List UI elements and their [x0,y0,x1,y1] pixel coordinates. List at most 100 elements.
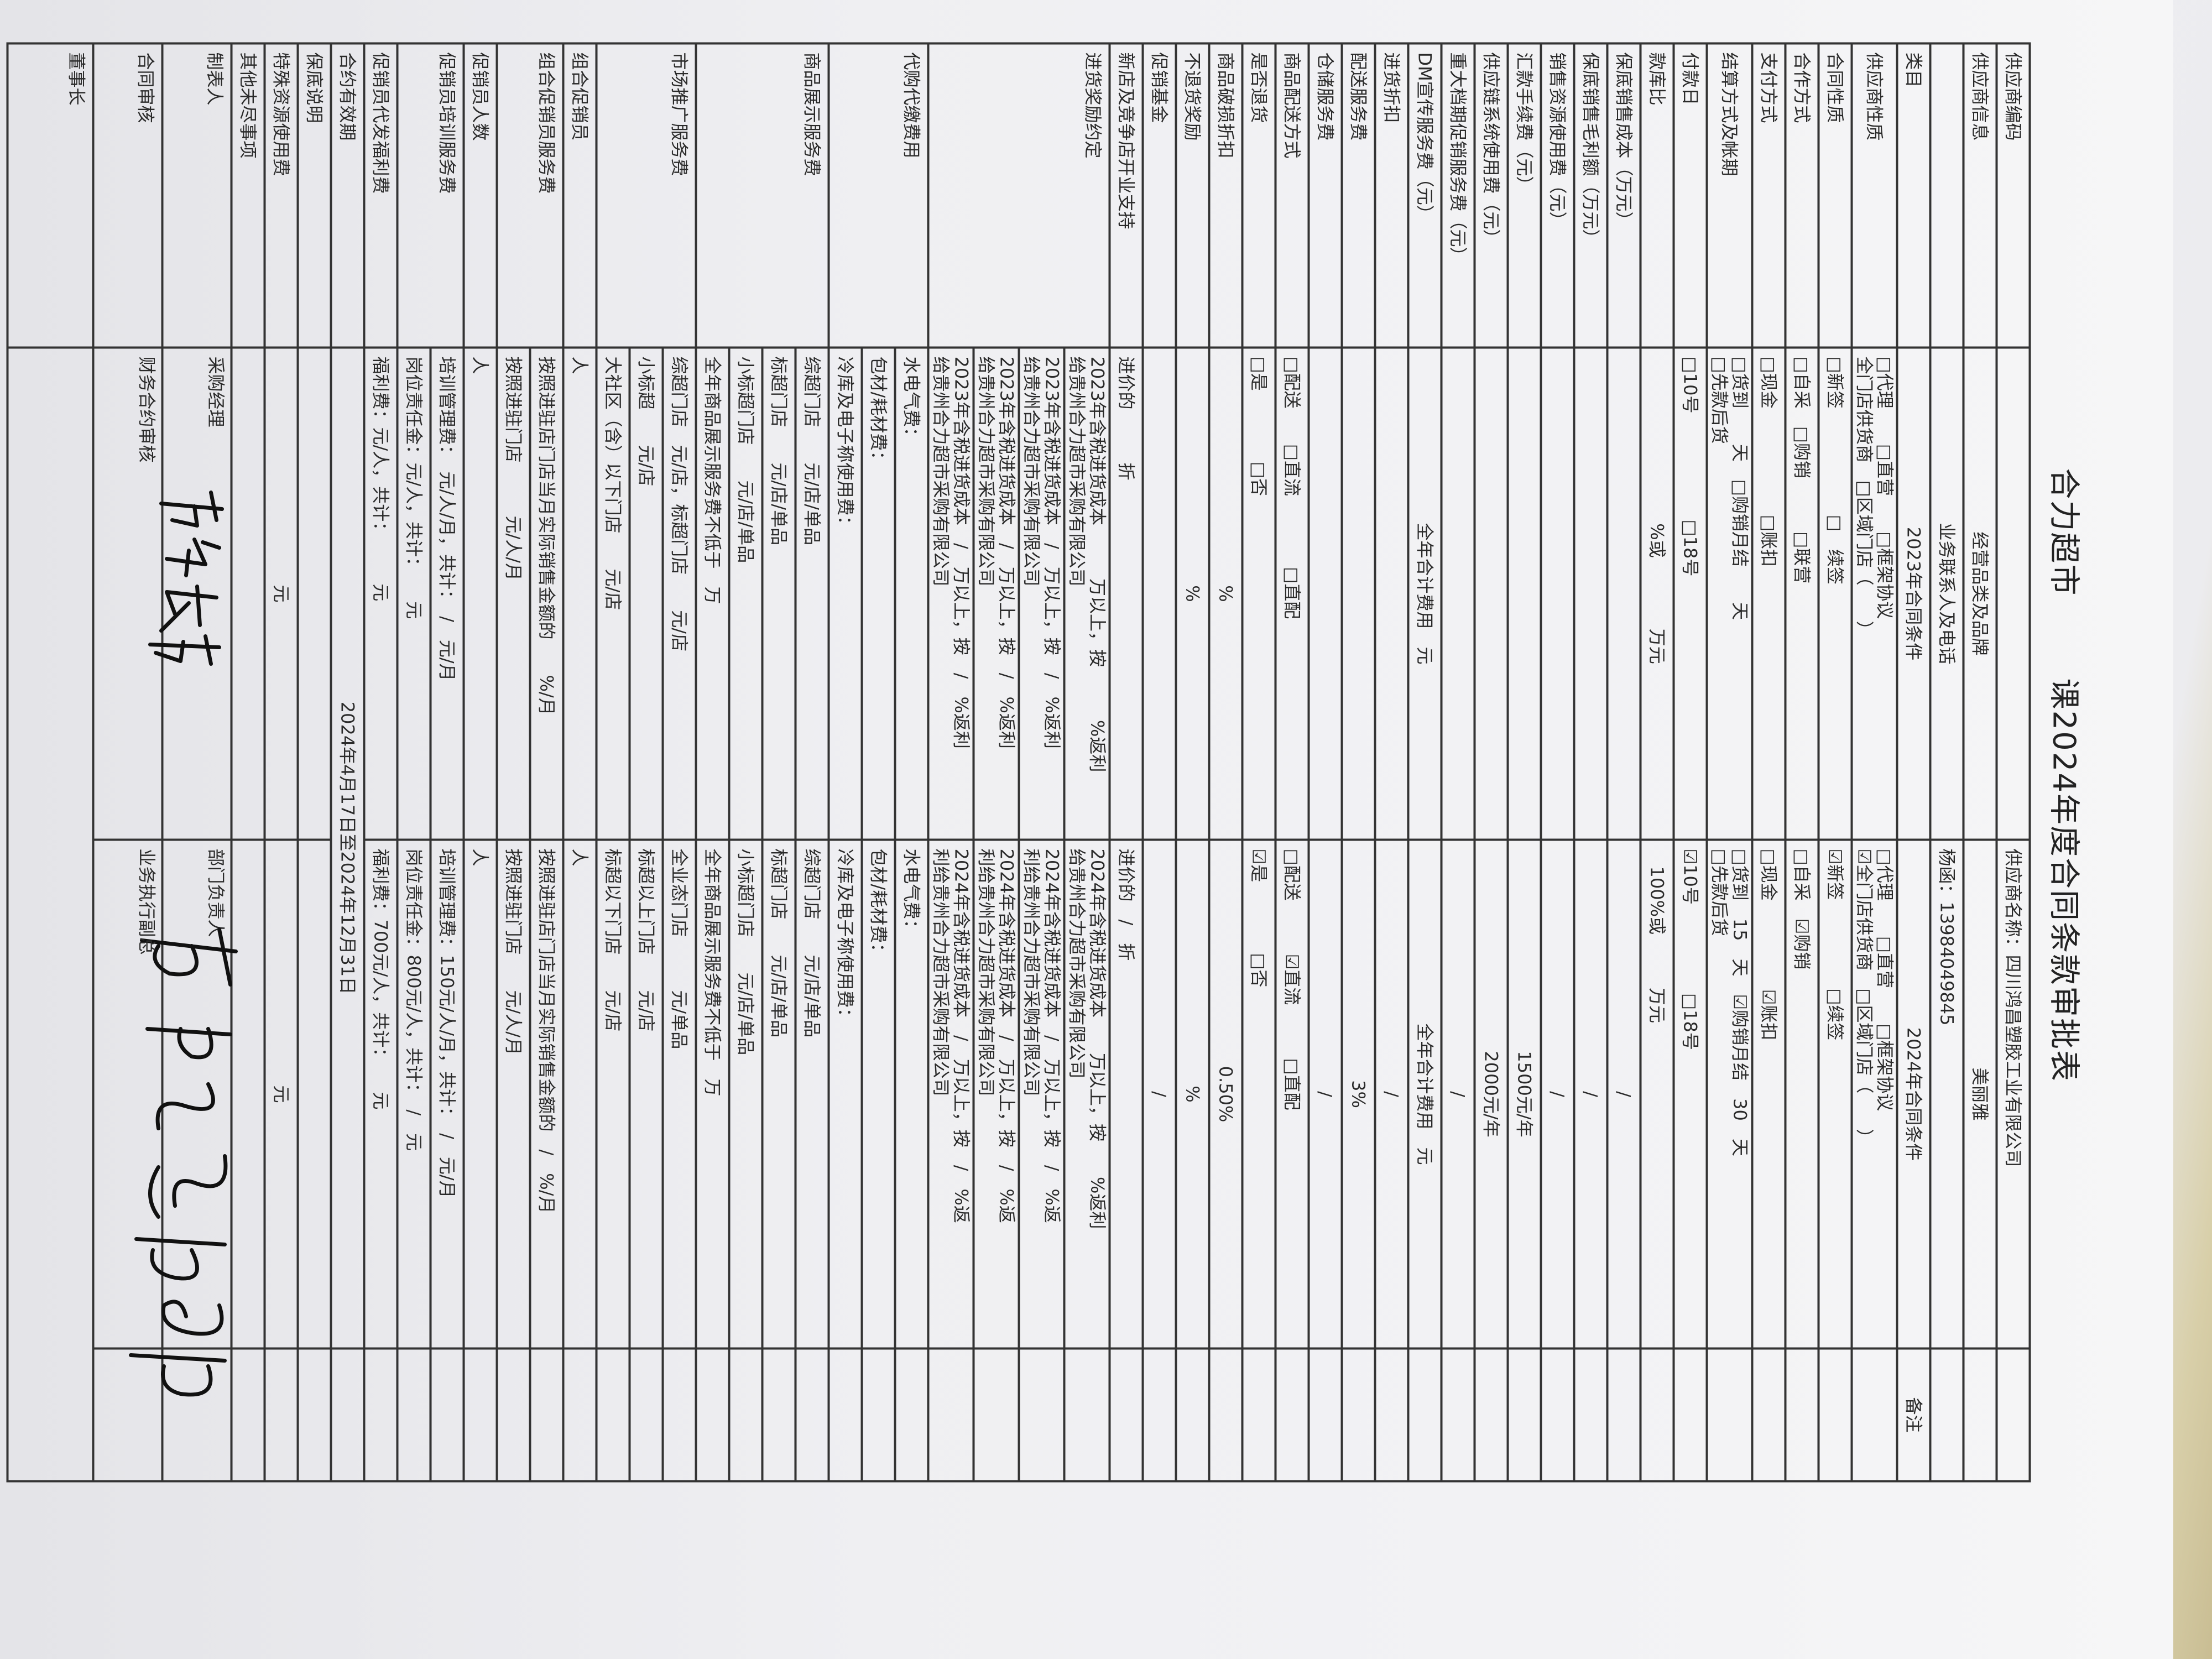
row-label: 支付方式 [1752,43,1786,348]
cell-note [430,1348,464,1481]
cell-2024: ☑新签 □续签 [1818,839,1852,1349]
group-label: 市场推广服务费 [596,43,696,348]
department-head-cell: 部门负责人 [129,839,238,1397]
cell-2024: % [1176,839,1209,1349]
department-head-signature [129,927,238,1397]
cell-2023: 培训管理费： 元/人/月，共计： / 元/月 [430,347,464,840]
row-label: 汇款手续费（元） [1507,43,1541,348]
cell-2024: 按照进驻门店 元/人/月 [497,839,530,1349]
cell-note [1818,1348,1852,1481]
cell-2023 [1607,347,1641,840]
cell-2023: 经营品类及品牌 [1963,347,1997,840]
cell-2023 [1142,347,1176,840]
cell-note [1408,1348,1442,1481]
row-label: 类目 [1897,43,1931,348]
cell-note [895,1348,928,1481]
table-row: 付款日 □10号 □18号 ☑10号 □18号 [1673,43,1707,1481]
table-row: 类目 2023年合同条件 2024年合同条件 备注 [1897,43,1931,1481]
cell-2024: 2024年含税进货成本 / 万以上，按 / %返 利给贵州合力超市采购有限公司 [1019,839,1065,1349]
row-label: 结算方式及帐期 [1707,43,1752,348]
cell-2024: 全业态门店 元/单品 [662,839,696,1349]
table-row: 仓储服务费 / [1308,43,1342,1481]
cell-note [1785,1348,1819,1481]
cell-2024: 进价的 / 折 [1109,839,1143,1349]
cell-note [298,1348,331,1481]
row-label: DM宣传服务费（元） [1408,43,1442,348]
contract-approval-form: 合力超市 课2024年度合同条款审批表 供应商编码 供应商名称：四川鸿昌塑胶工业有… [7,43,2142,1481]
row-label: 配送服务费 [1342,43,1375,348]
cell-2023 [298,347,331,840]
table-subrow: 促销员代发福利费 福利费：元/人，共计： 元福利费：700元/人，共计： 元 [364,43,398,1481]
cell-note [1851,1348,1897,1481]
table-row: 重大档期促销服务费（元） / [1441,43,1475,1481]
cell-2024: 100%或 万元 [1640,839,1674,1349]
cell-note [629,1348,663,1481]
validity-period: 2024年4月17日至2024年12月31日 [331,347,364,1349]
row-label: 供应商性质 [1851,43,1897,348]
cell-note [1752,1348,1786,1481]
cell-note [1963,1348,1997,1481]
cell-2023 [1441,347,1475,840]
cell-note [1441,1348,1475,1481]
cell-2024: 人 [463,839,497,1349]
cell-2023 [1996,347,2030,840]
prepared-by-row: 制表人 采购经理 部门负责人 [129,43,238,1481]
cell-2023: 冷库及电子称使用费： [828,347,862,840]
cell-note [973,1348,1019,1481]
cell-2024: 全年商品展示服务费不低于 万 [696,839,729,1349]
group-label: 促销员培训服务费 [397,43,464,348]
cell-2024: 2024年含税进货成本 万以上，按 %返利 给贵州合力超市采购有限公司 [1064,839,1110,1349]
table-row: 商品配送方式 □配送 □直流 □直配 □配送 ☑直流 □直配 [1275,43,1309,1481]
cell-note [1142,1348,1176,1481]
cell-note [1474,1348,1508,1481]
cell-note [1640,1348,1674,1481]
cell-2024: 2024年含税进货成本 / 万以上，按 / %返 利给贵州合力超市采购有限公司 [973,839,1019,1349]
cell-2024: 全年合计费用 元 [1408,839,1442,1349]
table-subrow: 市场推广服务费 综超门店 元/店，标超门店 元/店 全业态门店 元/单品 [596,43,696,1481]
cell-2024: / [1308,839,1342,1349]
cell-2023: 小标超门店 元/店/单品 [729,347,763,840]
table-row: 供应商性质 □代理 □直营 □框架协议 全门店供货商 □区域门店（ ） □代理 □直… [1851,43,1897,1481]
cell-2024: 2024年合同条件 [1897,839,1931,1349]
group-label: 促销员人数 [463,43,497,348]
cell-note [928,1348,974,1481]
cell-2024: / [1441,839,1475,1349]
cell-2024: 2024年含税进货成本 / 万以上，按 / %返 利给贵州合力超市采购有限公司 [928,839,974,1349]
cell-note [1574,1348,1608,1481]
cell-2023: 福利费：元/人，共计： 元 [364,347,398,840]
contract-review-row: 合同审核 财务合约审核 业务执行副总 [93,43,163,1481]
table-row: 保底销售成本（万元） / [1607,43,1641,1481]
chairman-row: 董事长 [7,43,93,1481]
cell-note [696,1348,729,1481]
cell-note [1209,1348,1243,1481]
cell-note [1342,1348,1375,1481]
cell-2024: ☑10号 □18号 [1673,839,1707,1349]
cell-note [1607,1348,1641,1481]
cell-2023: □是 □否 [1242,347,1276,840]
cell-2023: 2023年含税进货成本 万以上，按 %返利 给贵州合力超市采购有限公司 [1064,347,1110,840]
cell-2023: □代理 □直营 □框架协议 全门店供货商 □区域门店（ ） [1851,347,1897,840]
validity-row: 合约有效期 2024年4月17日至2024年12月31日 [331,43,364,1481]
cell-2023: 2023年含税进货成本 / 万以上，按 / %返利 给贵州合力超市采购有限公司 [973,347,1019,840]
cell-note [762,1348,796,1481]
cell-2024 [298,839,331,1349]
table-row: 商品破损折扣% 0.50% [1209,43,1243,1481]
row-label: 制表人 [162,43,232,348]
cell-2023: 全年合计费用 元 [1408,347,1442,840]
store-name: 合力超市 [2046,468,2082,597]
executive-vp-cell: 业务执行副总 [93,839,163,1349]
cell-note: 备注 [1897,1348,1931,1481]
cell-2023 [1574,347,1608,840]
cell-2024: 杨函：13984049845 [1930,839,1964,1349]
table-row: 供应链系统使用费（元） 2000元/年 [1474,43,1508,1481]
cell-2024: 供应商名称：四川鸿昌塑胶工业有限公司 [1996,839,2030,1349]
cell-2023: 业务联系人及电话 [1930,347,1964,840]
row-label: 进货折扣 [1375,43,1408,348]
table-subrow: 商品展示服务费 综超门店 元/店/单品 综超门店 元/店/单品 [696,43,829,1481]
cell-2023: 人 [463,347,497,840]
row-label: 合同审核 [93,43,163,348]
table-row: 支付方式 □现金 □账扣 □现金 ☑账扣 [1752,43,1786,1481]
cell-2023 [1474,347,1508,840]
cell-2024: 福利费：700元/人，共计： 元 [364,839,398,1349]
